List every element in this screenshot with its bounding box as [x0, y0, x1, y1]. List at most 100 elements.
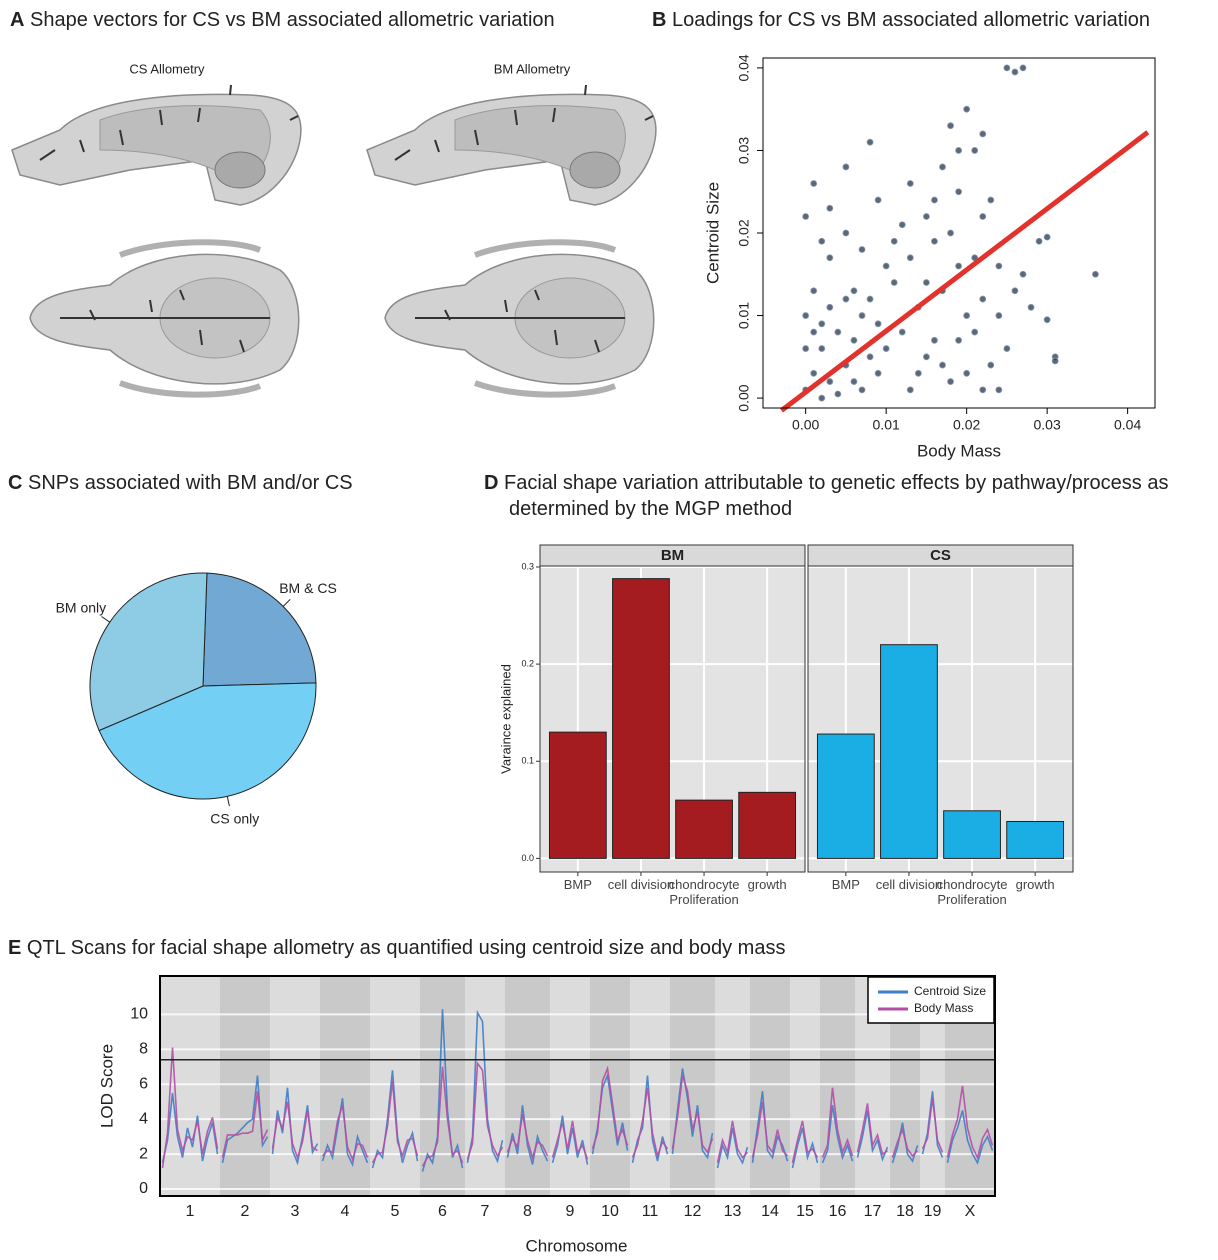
- point: [987, 196, 995, 204]
- chromosome-band: [630, 976, 670, 1196]
- title-text: Loadings for CS vs BM associated allomet…: [672, 9, 1151, 31]
- lod-line: [221, 1091, 269, 1158]
- x-tick-label: X: [965, 1203, 976, 1220]
- leader-line: [226, 796, 230, 807]
- point: [939, 163, 946, 171]
- title-text: Facial shape variation attributable to g…: [504, 472, 1169, 520]
- lod-line: [821, 1087, 854, 1158]
- point: [979, 130, 987, 138]
- panel-title: B Loadings for CS vs BM associated allom…: [652, 7, 1150, 33]
- point: [858, 246, 866, 253]
- point: [850, 378, 858, 385]
- point: [882, 345, 890, 352]
- point: [842, 295, 850, 303]
- skull-dorsal: [385, 242, 654, 394]
- point: [955, 147, 962, 154]
- point: [858, 312, 866, 319]
- plot-border: [159, 975, 996, 1197]
- point: [810, 328, 818, 336]
- lod-line: [891, 1127, 919, 1158]
- point: [947, 229, 954, 237]
- lod-line: [551, 1115, 589, 1165]
- point: [810, 287, 818, 295]
- x-tick-label: 13: [724, 1203, 742, 1220]
- chromosome-band: [820, 976, 855, 1196]
- lod-line: [551, 1120, 589, 1160]
- point: [931, 196, 938, 204]
- x-axis-label: Chromosome: [525, 1236, 627, 1255]
- x-axis-label: Body Mass: [917, 441, 1001, 460]
- x-tick-label: 6: [438, 1203, 447, 1220]
- lod-line: [466, 1061, 504, 1160]
- lod-line: [371, 1080, 419, 1164]
- bar: [612, 578, 670, 859]
- x-tick-label: 7: [481, 1203, 490, 1220]
- point: [890, 279, 898, 286]
- point: [979, 386, 987, 394]
- lod-line: [671, 1075, 714, 1155]
- x-tick-label: 0.00: [792, 417, 819, 433]
- pie-slice: [202, 572, 317, 687]
- legend-label: Centroid Size: [914, 984, 986, 998]
- chromosome-band: [670, 976, 715, 1196]
- point: [963, 312, 971, 319]
- lod-line: [591, 1065, 629, 1150]
- point: [850, 287, 858, 295]
- point: [923, 279, 930, 286]
- fit-line: [780, 130, 1150, 413]
- chromosome-band: [320, 976, 370, 1196]
- y-axis-label: Centroid Size: [703, 182, 722, 284]
- point: [1027, 303, 1035, 311]
- x-tick-label: cell division: [607, 877, 675, 892]
- point: [1019, 270, 1027, 278]
- lod-line: [421, 1066, 464, 1167]
- x-tick-label: 19: [924, 1203, 942, 1220]
- pie-slice: [89, 572, 208, 732]
- x-tick-label: 0.04: [1114, 417, 1141, 433]
- point: [939, 361, 946, 369]
- point: [818, 345, 826, 352]
- point: [834, 328, 842, 336]
- y-tick-label: 0.1: [521, 756, 534, 766]
- title-text: QTL Scans for facial shape allometry as …: [26, 937, 786, 959]
- x-tick-label: 14: [761, 1203, 779, 1220]
- point: [858, 386, 866, 394]
- pie-slice: [98, 682, 317, 800]
- slice-label: CS only: [210, 811, 259, 827]
- point: [802, 312, 810, 319]
- point: [826, 303, 834, 311]
- point: [971, 328, 979, 336]
- point: [842, 229, 850, 237]
- lod-line: [161, 1047, 219, 1169]
- strip-label: CS: [930, 547, 951, 564]
- chromosome-band: [160, 976, 220, 1196]
- y-tick-label: 0.04: [736, 54, 752, 81]
- point: [979, 213, 987, 220]
- lod-line: [856, 1103, 888, 1156]
- bar: [943, 810, 1001, 859]
- x-tick-label: 1: [186, 1203, 195, 1220]
- panel-title: C SNPs associated with BM and/or CS: [8, 470, 353, 496]
- point: [866, 138, 874, 146]
- x-tick-label: cell division: [875, 877, 943, 892]
- point: [955, 262, 962, 270]
- skull-dorsal: [30, 242, 299, 394]
- x-tick-label: chondrocyte Proliferation: [936, 877, 1008, 907]
- point: [1043, 316, 1051, 324]
- point: [874, 196, 882, 204]
- chromosome-band: [550, 976, 590, 1196]
- bar: [1006, 820, 1065, 859]
- y-tick-label: 0.0: [521, 853, 534, 863]
- y-axis-label: Varaince explained: [498, 664, 513, 774]
- chromosome-band: [220, 976, 270, 1196]
- bar: [880, 644, 938, 859]
- x-tick-label: 12: [684, 1203, 702, 1220]
- y-tick-label: 2: [139, 1145, 148, 1162]
- point: [818, 394, 826, 402]
- panel-title: E QTL Scans for facial shape allometry a…: [8, 935, 785, 961]
- point: [1051, 357, 1059, 365]
- lod-line: [751, 1101, 789, 1158]
- lod-line: [716, 1120, 749, 1163]
